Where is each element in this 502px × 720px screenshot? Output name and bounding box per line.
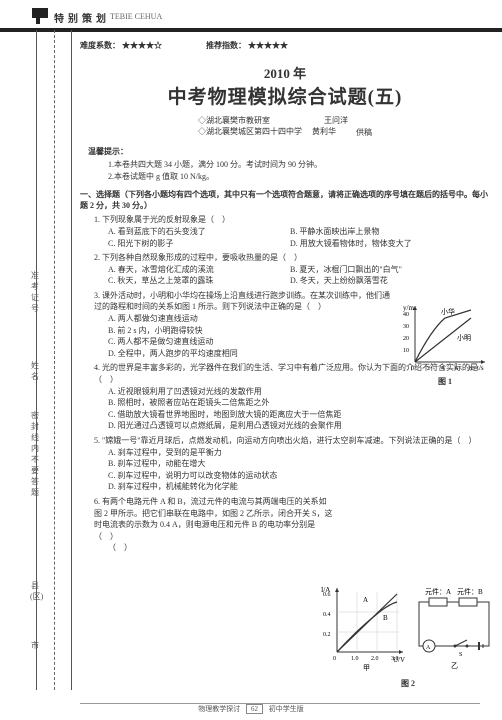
difficulty-label: 难度系数： [80,41,120,50]
q2-a: A. 春天，冰雪熔化汇成的溪流 [108,264,288,276]
svg-text:8: 8 [469,366,472,372]
q1-opts: A. 看到蓝底下的石头变浅了 B. 平静水面映出岸上景物 C. 阳光下树的影子 … [108,226,490,249]
q1-a: A. 看到蓝底下的石头变浅了 [108,226,288,238]
q5-d: D. 刹车过程中，机械能转化为化学能 [108,481,238,493]
q3-c: C. 两人都不是做匀速直线运动 [108,336,213,348]
svg-text:4: 4 [441,366,444,372]
svg-text:20: 20 [403,336,409,342]
q3-d: D. 全程中，两人跑步的平均速度相同 [108,348,238,360]
banner-line [0,28,502,32]
footer: 物理教学探讨 62 初中学生版 [0,704,502,714]
svg-text:小明: 小明 [457,333,471,342]
figure-1-svg: 小华 小明 y/m t/s 0 2 4 6 8 10 20 30 40 [401,300,489,372]
q3-stem: 3. 课外活动时，小明和小华均在操场上沿直线进行跑步训练。在某次训练中，他们通过… [94,290,394,313]
banner-icon [32,8,48,24]
hint-label: 温馨提示： [88,146,490,157]
section-1-head: 一、选择题（下列各小题均有四个选项，其中只有一个选项符合题意，请将正确选项的序号… [80,189,490,211]
q3-a: A. 两人都做匀速直线运动 [108,313,198,325]
paper-title: 中考物理模拟综合试题(五) [80,82,490,109]
svg-text:B: B [383,614,388,622]
q4-c: C. 借助放大镜看世界地图时，地图到放大镜的距离应大于一倍焦距 [108,409,341,421]
org2: ◇湖北襄樊城区第四十四中学 [198,127,302,136]
svg-text:S: S [459,652,462,658]
figure-1: 小华 小明 y/m t/s 0 2 4 6 8 10 20 30 40 图 1 [400,300,490,387]
q5-opts: A. 刹车过程中，受到的是平衡力 B. 刹车过程中，动能在增大 C. 刹车过程中… [108,447,490,493]
svg-text:0: 0 [411,366,414,372]
svg-text:30: 30 [403,324,409,330]
content-area: 难度系数： ★★★★☆ 推荐指数： ★★★★★ 2010 年 中考物理模拟综合试… [80,40,490,554]
q1-d: D. 用放大镜看物体时，物体变大了 [290,238,412,250]
side-label-city: 市 [30,640,40,651]
svg-text:0.4: 0.4 [323,612,331,618]
recommend-stars: ★★★★★ [248,41,288,50]
footer-left: 物理教学探讨 [198,705,240,713]
side-label-seal: 密封线内不要答题 [30,410,40,498]
page-number: 62 [246,704,263,714]
side-label-name: 姓名 [30,360,40,382]
q4-d: D. 阳光通过凸透镜可以点燃纸屑，是利用凸透镜对光线的会聚作用 [108,420,342,432]
svg-text:A: A [426,645,431,651]
q2-stem: 2. 下列各种自然现象形成的过程中，要吸收热量的是（ ） [94,252,490,264]
q4-a: A. 近视眼镜利用了凹透镜对光线的发散作用 [108,386,262,398]
svg-text:1.0: 1.0 [351,656,359,662]
instr-2: 2.本卷试题中 g 值取 10 N/kg。 [108,171,490,183]
svg-text:0: 0 [333,656,336,662]
q2-opts: A. 春天，冰雪熔化汇成的溪流 B. 夏天，冰棍门口飘出的"白气" C. 秋天，… [108,264,490,287]
q1-b: B. 平静水面映出岸上景物 [290,226,379,238]
svg-text:3.0: 3.0 [391,656,399,662]
year: 2010 年 [80,63,490,82]
name1: 王问洋 [324,116,348,125]
figure-1-caption: 图 1 [400,376,490,387]
recommend-label: 推荐指数： [206,41,246,50]
svg-text:0.6: 0.6 [323,592,331,598]
svg-text:元件：A: 元件：A [425,587,451,596]
svg-text:2.0: 2.0 [371,656,379,662]
q4-b: B. 照相时，被照者应站在距镜头二倍焦距之外 [108,397,269,409]
difficulty-stars: ★★★★☆ [122,41,162,50]
side-label-county: 县(区) [30,580,40,602]
q2-b: B. 夏天，冰棍门口飘出的"白气" [290,264,402,276]
difficulty-row: 难度系数： ★★★★☆ 推荐指数： ★★★★★ [80,40,490,51]
svg-text:0.2: 0.2 [323,632,331,638]
q1-c: C. 阳光下树的影子 [108,238,288,250]
name2: 黄利华 [312,127,336,136]
figure-2-svg: A B I/A U/V 0 1.0 2.0 3.0 0.2 0.4 0.6 甲 … [319,582,497,674]
org1: ◇湖北襄樊市教研室 [198,116,270,125]
top-banner: 特别策划 TEBIE CEHUA [0,8,502,30]
svg-text:元件：B: 元件：B [457,587,483,596]
svg-text:40: 40 [403,312,409,318]
instr-1: 1.本卷共四大题 34 小题，满分 100 分。考试时间为 90 分钟。 [108,159,490,171]
svg-text:t/s: t/s [477,364,484,372]
q5-a: A. 刹车过程中，受到的是平衡力 [108,447,222,459]
banner-sub: TEBIE CEHUA [110,12,162,21]
svg-text:小华: 小华 [441,307,455,316]
svg-text:6: 6 [455,366,458,372]
supply-label: 供稿 [356,127,372,138]
q3-b: B. 前 2 s 内，小明跑得较快 [108,325,202,337]
svg-text:y/m: y/m [403,304,414,312]
q2-d: D. 冬天，天上纷纷飘落雪花 [290,275,388,287]
figure-2: A B I/A U/V 0 1.0 2.0 3.0 0.2 0.4 0.6 甲 … [318,582,498,689]
banner-label: 特别策划 [54,10,110,25]
q4-opts: A. 近视眼镜利用了凹透镜对光线的发散作用 B. 照相时，被照者应站在距镜头二倍… [108,386,490,432]
q2-c: C. 秋天，草丛之上笼罩的露珠 [108,275,288,287]
q1-stem: 1. 下列现象属于光的反射现象是（ ） [94,214,490,226]
side-label-ticket: 准考证号 [30,270,40,314]
side-dash [54,30,55,690]
q5-b: B. 刹车过程中，动能在增大 [108,458,205,470]
q5-c: C. 刹车过程中，说明力可以改变物体的运动状态 [108,470,277,482]
figure-2-caption: 图 2 [318,678,498,689]
svg-text:甲: 甲 [363,664,370,672]
authors: ◇湖北襄樊市教研室 王问洋 ◇湖北襄樊城区第四十四中学 黄利华 供稿 [80,115,490,138]
footer-right: 初中学生版 [269,705,304,713]
q6-opts: （ ） [108,542,490,554]
q6-stem: 6. 有两个电路元件 A 和 B，流过元件的电流与其两端电压的关系如图 2 甲所… [94,496,334,542]
svg-text:A: A [363,596,368,604]
svg-text:10: 10 [403,348,409,354]
q5-stem: 5. "嫦娥一号"靠近月球后，点燃发动机，向运动方向喷出火焰，进行太空刹车减速。… [94,435,490,447]
svg-text:2: 2 [427,366,430,372]
svg-text:乙: 乙 [451,662,458,670]
